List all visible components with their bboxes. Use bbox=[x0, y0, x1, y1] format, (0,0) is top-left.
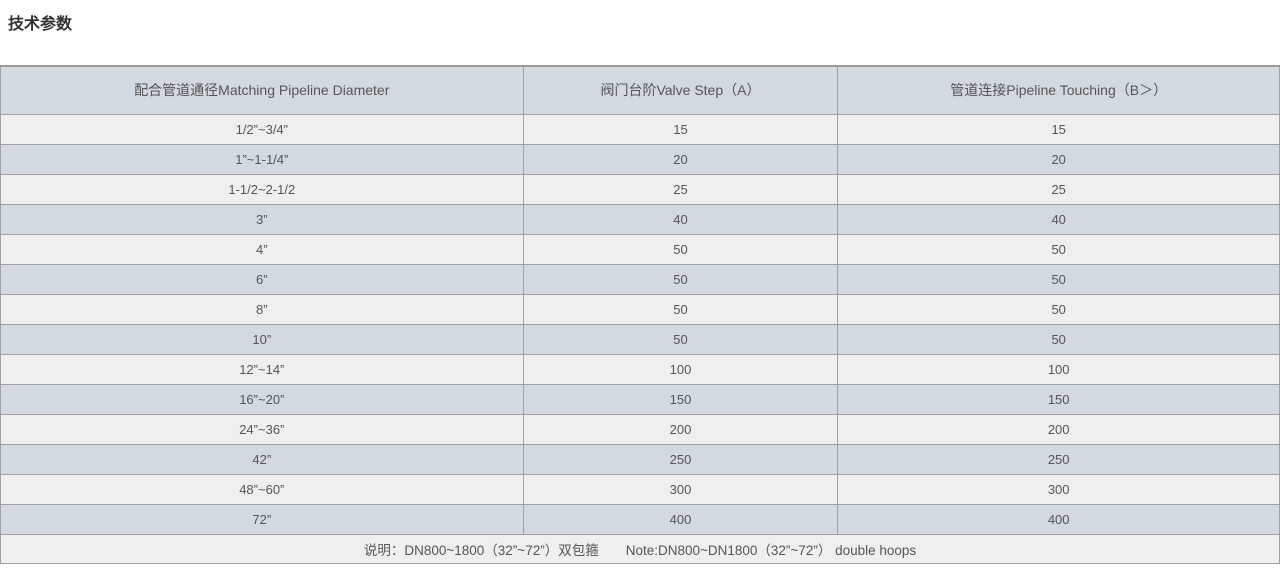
table-row: 10” 50 50 bbox=[0, 323, 1280, 355]
table-note: 说明：DN800~1800（32”~72”）双包箍 Note:DN800~DN1… bbox=[0, 533, 1280, 564]
header-matching-pipeline-diameter: 配合管道通径Matching Pipeline Diameter bbox=[0, 65, 524, 115]
cell-pipeline-touching: 20 bbox=[837, 143, 1280, 175]
cell-valve-step: 50 bbox=[522, 233, 839, 265]
table-row: 48”~60” 300 300 bbox=[0, 473, 1280, 505]
cell-diameter: 6” bbox=[0, 263, 524, 295]
cell-pipeline-touching: 40 bbox=[837, 203, 1280, 235]
cell-valve-step: 250 bbox=[522, 443, 839, 475]
cell-diameter: 24”~36” bbox=[0, 413, 524, 445]
cell-diameter: 4” bbox=[0, 233, 524, 265]
table-row: 42” 250 250 bbox=[0, 443, 1280, 475]
table-row: 1/2”~3/4” 15 15 bbox=[0, 113, 1280, 145]
cell-valve-step: 50 bbox=[522, 323, 839, 355]
cell-valve-step: 50 bbox=[522, 263, 839, 295]
cell-diameter: 16”~20” bbox=[0, 383, 524, 415]
cell-diameter: 10” bbox=[0, 323, 524, 355]
cell-valve-step: 15 bbox=[522, 113, 839, 145]
cell-diameter: 12”~14” bbox=[0, 353, 524, 385]
cell-diameter: 42” bbox=[0, 443, 524, 475]
cell-pipeline-touching: 50 bbox=[837, 263, 1280, 295]
table-row: 16”~20” 150 150 bbox=[0, 383, 1280, 415]
cell-valve-step: 50 bbox=[522, 293, 839, 325]
table-row: 3” 40 40 bbox=[0, 203, 1280, 235]
cell-valve-step: 300 bbox=[522, 473, 839, 505]
cell-pipeline-touching: 50 bbox=[837, 233, 1280, 265]
cell-pipeline-touching: 50 bbox=[837, 323, 1280, 355]
cell-pipeline-touching: 300 bbox=[837, 473, 1280, 505]
cell-valve-step: 150 bbox=[522, 383, 839, 415]
page-title: 技术参数 bbox=[8, 16, 73, 33]
table-row: 8” 50 50 bbox=[0, 293, 1280, 325]
cell-pipeline-touching: 150 bbox=[837, 383, 1280, 415]
cell-pipeline-touching: 400 bbox=[837, 503, 1280, 535]
table-row: 72” 400 400 bbox=[0, 503, 1280, 535]
cell-pipeline-touching: 15 bbox=[837, 113, 1280, 145]
cell-diameter: 1-1/2~2-1/2 bbox=[0, 173, 524, 205]
table-row: 6” 50 50 bbox=[0, 263, 1280, 295]
cell-pipeline-touching: 200 bbox=[837, 413, 1280, 445]
cell-pipeline-touching: 100 bbox=[837, 353, 1280, 385]
cell-valve-step: 100 bbox=[522, 353, 839, 385]
header-valve-step: 阀门台阶Valve Step（A） bbox=[522, 65, 839, 115]
cell-diameter: 48”~60” bbox=[0, 473, 524, 505]
table-row: 1-1/2~2-1/2 25 25 bbox=[0, 173, 1280, 205]
header-pipeline-touching: 管道连接Pipeline Touching（B＞） bbox=[837, 65, 1280, 115]
cell-pipeline-touching: 25 bbox=[837, 173, 1280, 205]
cell-valve-step: 400 bbox=[522, 503, 839, 535]
cell-valve-step: 40 bbox=[522, 203, 839, 235]
cell-valve-step: 20 bbox=[522, 143, 839, 175]
cell-diameter: 1”~1-1/4” bbox=[0, 143, 524, 175]
cell-diameter: 72” bbox=[0, 503, 524, 535]
table-row: 24”~36” 200 200 bbox=[0, 413, 1280, 445]
note-row: 说明：DN800~1800（32”~72”）双包箍 Note:DN800~DN1… bbox=[0, 533, 1280, 564]
cell-pipeline-touching: 50 bbox=[837, 293, 1280, 325]
cell-valve-step: 25 bbox=[522, 173, 839, 205]
table-row: 1”~1-1/4” 20 20 bbox=[0, 143, 1280, 175]
table-row: 12”~14” 100 100 bbox=[0, 353, 1280, 385]
cell-diameter: 1/2”~3/4” bbox=[0, 113, 524, 145]
cell-diameter: 8” bbox=[0, 293, 524, 325]
cell-diameter: 3” bbox=[0, 203, 524, 235]
header-row: 配合管道通径Matching Pipeline Diameter 阀门台阶Val… bbox=[0, 65, 1280, 115]
cell-pipeline-touching: 250 bbox=[837, 443, 1280, 475]
technical-parameters-table: 配合管道通径Matching Pipeline Diameter 阀门台阶Val… bbox=[0, 65, 1280, 564]
cell-valve-step: 200 bbox=[522, 413, 839, 445]
table-row: 4” 50 50 bbox=[0, 233, 1280, 265]
